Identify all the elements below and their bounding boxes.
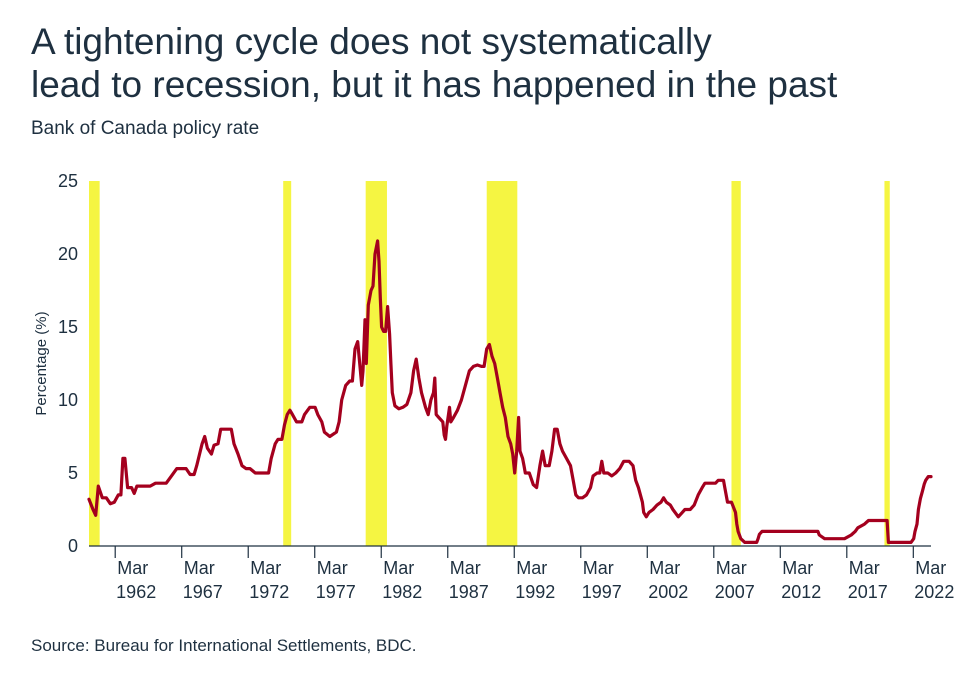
y-tick-label: 15 xyxy=(58,317,78,337)
chart-title-line-1: A tightening cycle does not systematical… xyxy=(31,21,712,62)
chart-axes: 0 5 10 15 20 25 Mar 1962 Mar 1967 Mar 1972 Mar 1977 Ma… xyxy=(33,171,954,602)
recession-band-2 xyxy=(365,181,387,546)
x-tick-month-label: Mar xyxy=(849,558,880,578)
y-tick-label: 25 xyxy=(58,171,78,191)
recession-band-0 xyxy=(89,181,100,546)
source-note: Source: Bureau for International Settlem… xyxy=(31,636,417,655)
x-tick-month-label: Mar xyxy=(516,558,547,578)
x-tick-month-label: Mar xyxy=(716,558,747,578)
x-tick-year-label: 1977 xyxy=(316,582,356,602)
y-tick-label: 0 xyxy=(68,536,78,556)
x-tick-year-label: 1982 xyxy=(382,582,422,602)
chart-title: A tightening cycle does not systematical… xyxy=(31,20,931,106)
x-tick-month-label: Mar xyxy=(250,558,281,578)
policy-rate-series xyxy=(87,239,933,544)
x-tick-year-label: 1972 xyxy=(249,582,289,602)
x-tick-year-label: 2022 xyxy=(914,582,954,602)
chart-title-line-2: lead to recession, but it has happened i… xyxy=(31,64,838,105)
recession-band-5 xyxy=(884,181,890,546)
recession-band-1 xyxy=(283,181,292,546)
x-tick-month-label: Mar xyxy=(915,558,946,578)
y-tick-label: 10 xyxy=(58,390,78,410)
y-axis-label: Percentage (%) xyxy=(33,311,50,415)
x-tick-year-label: 2002 xyxy=(648,582,688,602)
x-tick-year-label: 1962 xyxy=(116,582,156,602)
recession-band-3 xyxy=(486,181,518,546)
y-tick-label: 20 xyxy=(58,244,78,264)
x-tick-month-label: Mar xyxy=(649,558,680,578)
x-tick-month-label: Mar xyxy=(583,558,614,578)
x-tick-year-label: 2012 xyxy=(781,582,821,602)
x-tick-year-label: 1997 xyxy=(582,582,622,602)
x-tick-month-label: Mar xyxy=(117,558,148,578)
x-tick-year-label: 1967 xyxy=(183,582,223,602)
x-tick-month-label: Mar xyxy=(450,558,481,578)
x-tick-month-label: Mar xyxy=(383,558,414,578)
x-tick-month-label: Mar xyxy=(317,558,348,578)
chart-subtitle: Bank of Canada policy rate xyxy=(31,118,260,139)
x-tick-year-label: 1987 xyxy=(449,582,489,602)
recession-bands xyxy=(89,181,890,546)
y-tick-label: 5 xyxy=(68,463,78,483)
x-tick-year-label: 1992 xyxy=(515,582,555,602)
recession-band-4 xyxy=(731,181,741,546)
series-line-0 xyxy=(87,239,933,544)
x-tick-year-label: 2017 xyxy=(848,582,888,602)
x-tick-month-label: Mar xyxy=(184,558,215,578)
x-tick-month-label: Mar xyxy=(782,558,813,578)
x-tick-year-label: 2007 xyxy=(715,582,755,602)
